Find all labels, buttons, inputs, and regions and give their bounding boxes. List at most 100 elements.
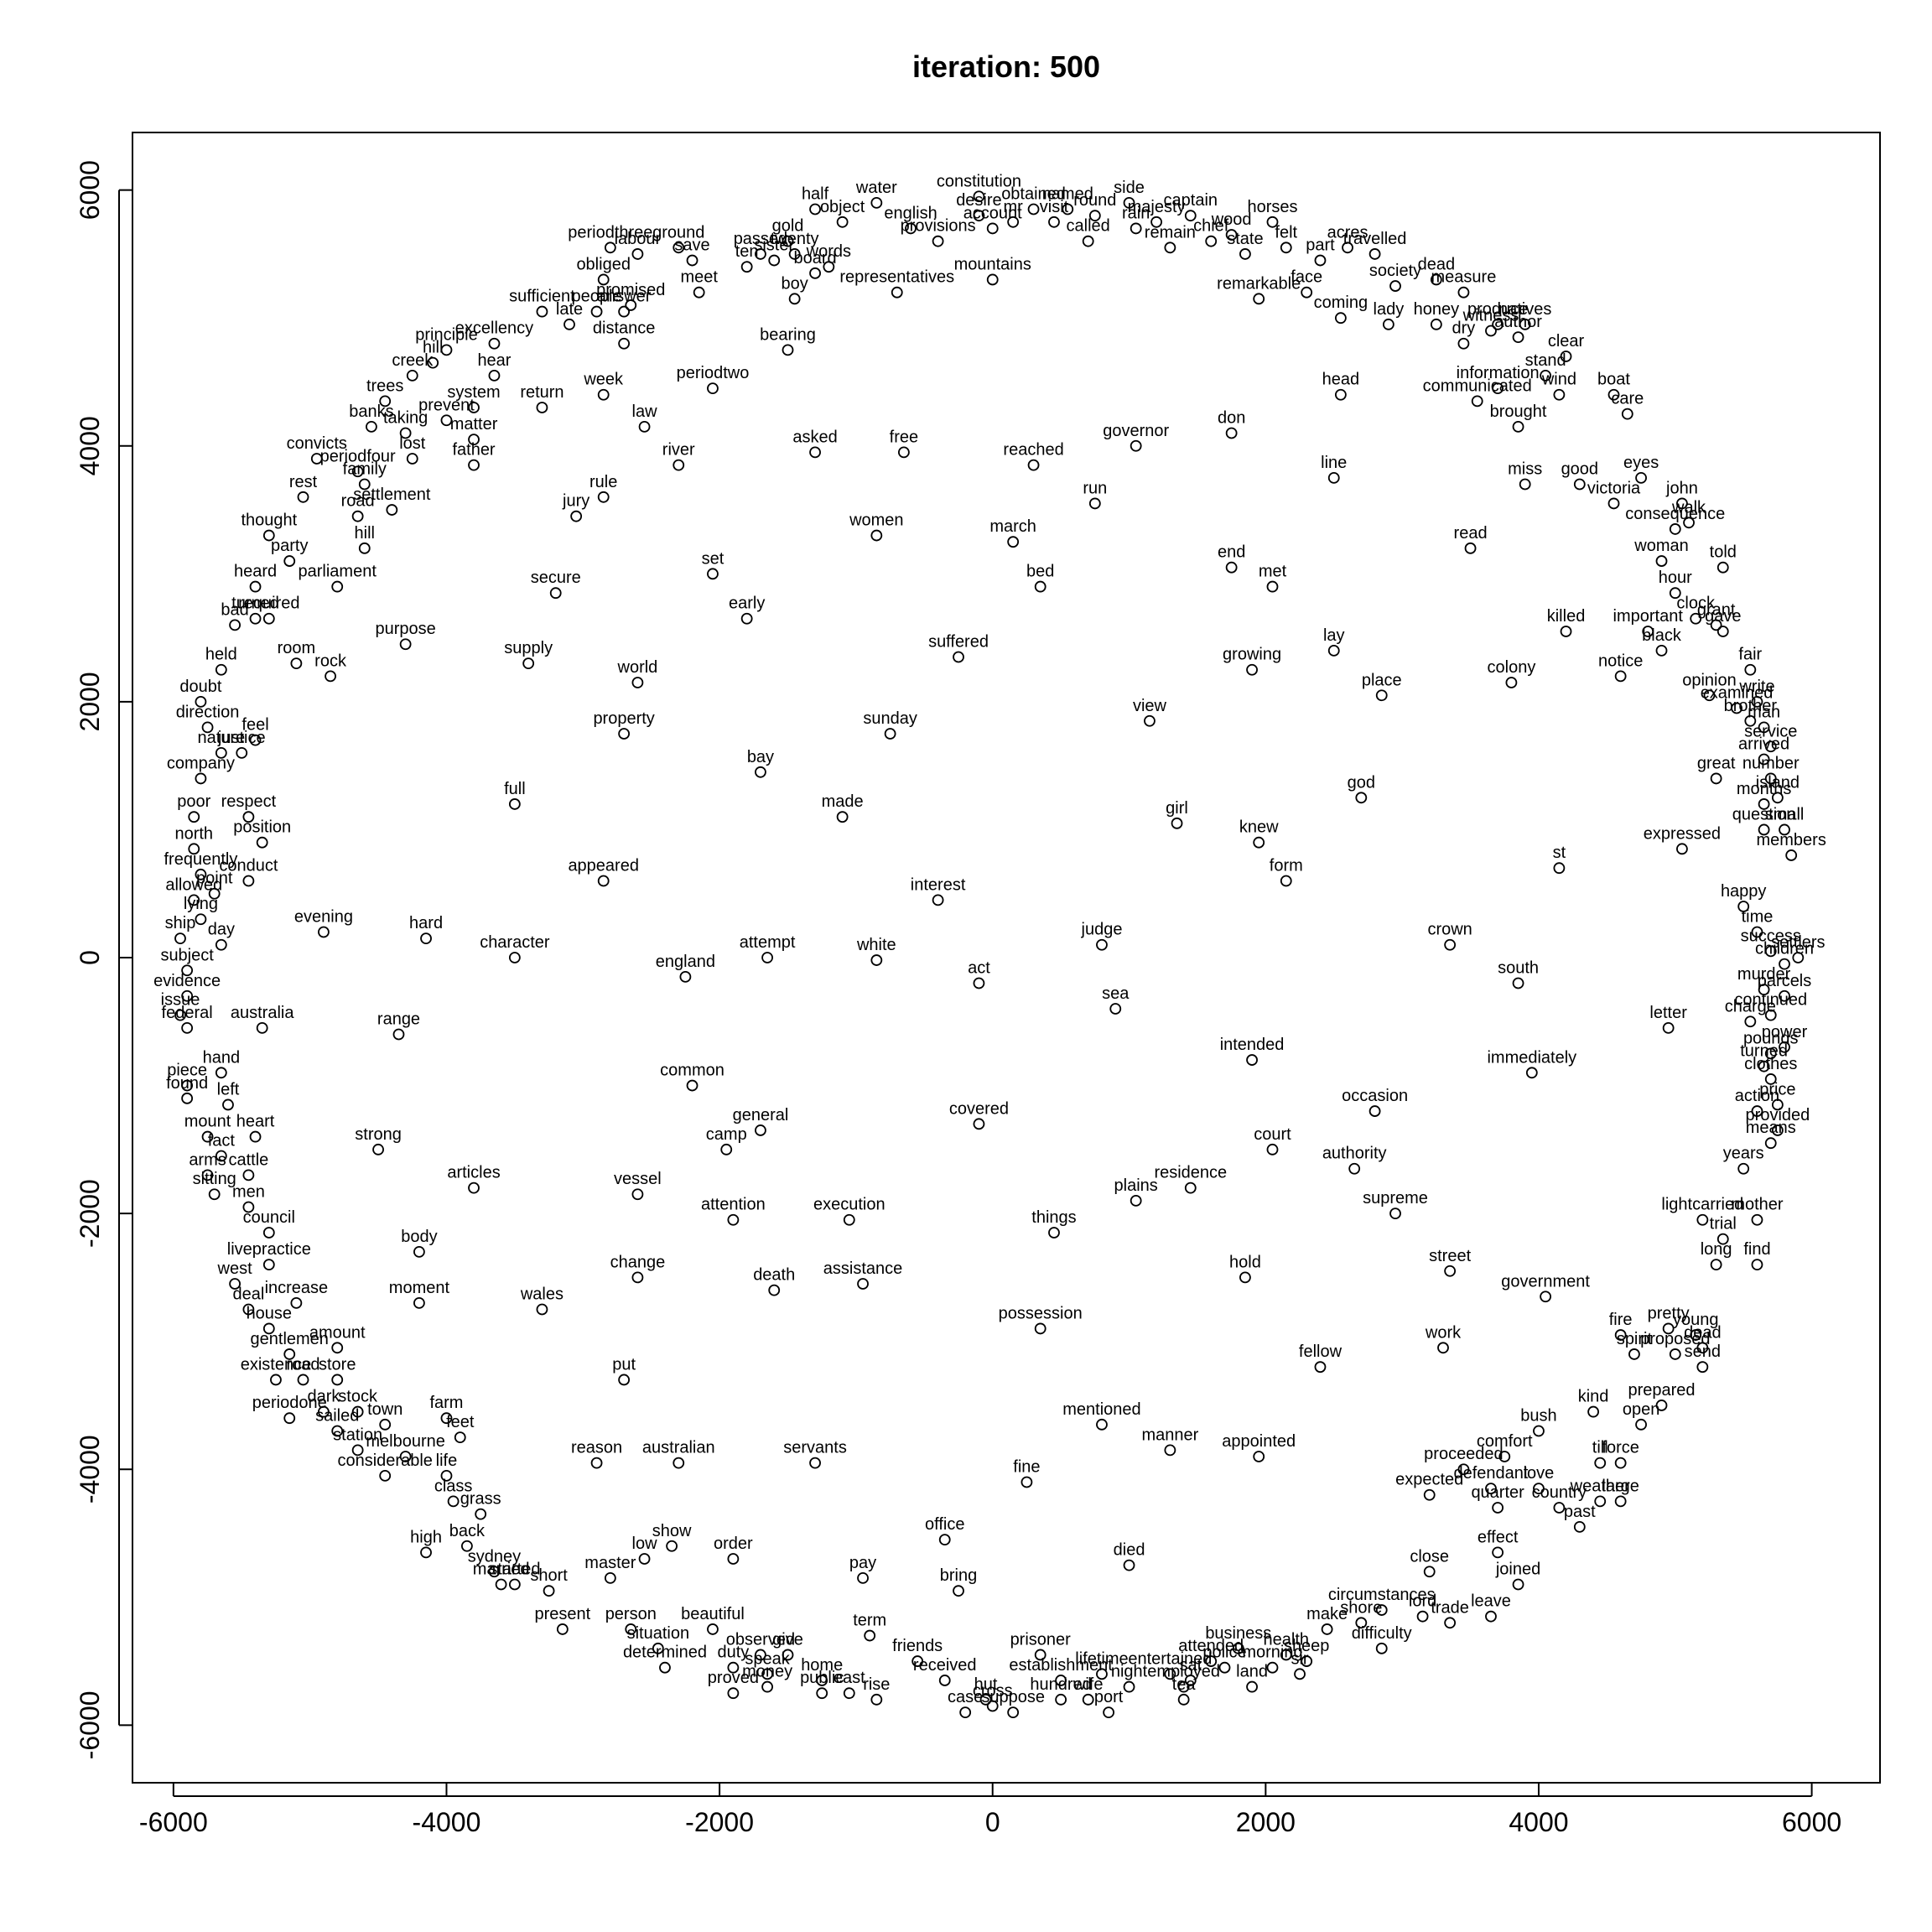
data-label: end <box>1218 543 1245 562</box>
data-point <box>1771 1124 1784 1136</box>
data-label: children <box>1755 940 1814 958</box>
data-label: stock <box>338 1388 378 1406</box>
data-label: evidence <box>153 972 221 990</box>
data-point <box>249 612 262 625</box>
data-point <box>857 1278 869 1290</box>
data-point <box>236 747 248 759</box>
data-point <box>1314 1361 1327 1374</box>
data-label: road <box>287 1355 320 1374</box>
data-label: proceeded <box>1424 1445 1504 1463</box>
data-point <box>208 887 221 900</box>
data-point <box>631 1188 644 1201</box>
data-point <box>1266 216 1279 228</box>
data-label: provisions <box>901 217 976 236</box>
data-label: police <box>1202 1644 1246 1662</box>
data-label: appeared <box>568 856 639 875</box>
data-point <box>1710 1259 1722 1271</box>
data-label: settlers <box>1771 933 1825 952</box>
data-label: remarkable <box>1217 274 1301 293</box>
data-point <box>181 989 194 1002</box>
data-label: form <box>1270 856 1303 875</box>
data-point <box>351 510 364 522</box>
data-point <box>1082 1693 1094 1706</box>
data-label: woman <box>1633 537 1688 555</box>
data-point <box>366 420 377 433</box>
data-point <box>1164 1668 1176 1680</box>
data-label: residence <box>1154 1164 1227 1182</box>
data-point <box>1368 248 1381 260</box>
data-point <box>1444 938 1457 951</box>
data-point <box>488 369 501 382</box>
data-point <box>1764 945 1777 958</box>
data-point <box>195 772 207 785</box>
data-point <box>843 1213 855 1226</box>
data-point <box>1266 580 1279 593</box>
data-label: place <box>1362 671 1402 689</box>
data-point <box>1253 836 1265 849</box>
data-point <box>809 267 821 279</box>
data-point <box>1130 222 1142 235</box>
data-point <box>413 1245 425 1258</box>
data-point <box>420 932 432 945</box>
data-point <box>652 1642 664 1654</box>
data-label: hill <box>423 339 443 357</box>
data-label: periodthree <box>568 223 652 242</box>
data-label: duty <box>717 1644 749 1662</box>
data-label: lifetime <box>1075 1649 1128 1668</box>
data-label: turned <box>1740 1042 1788 1061</box>
data-point <box>727 1553 740 1565</box>
data-point <box>836 216 849 228</box>
data-point <box>625 1623 637 1635</box>
data-point <box>1492 318 1504 330</box>
data-label: gold <box>772 217 804 236</box>
data-point <box>1389 280 1401 292</box>
data-label: bed <box>1026 563 1054 581</box>
data-label: white <box>856 936 896 954</box>
data-label: room <box>278 639 316 657</box>
data-point <box>1430 318 1442 330</box>
data-label: jury <box>562 492 589 511</box>
data-point <box>1123 1559 1135 1571</box>
data-point <box>755 1124 766 1136</box>
data-point <box>1594 1457 1607 1469</box>
data-point <box>283 555 296 567</box>
data-label: eyes <box>1623 454 1659 472</box>
data-label: fine <box>1013 1457 1040 1476</box>
data-label: circumstances <box>1328 1586 1436 1604</box>
data-label: obtained <box>1001 185 1066 204</box>
data-label: morning <box>1242 1644 1302 1662</box>
data-point <box>188 843 200 855</box>
data-point <box>331 1342 344 1354</box>
data-point <box>1696 1213 1709 1226</box>
data-label: man <box>1748 703 1780 721</box>
data-label: asked <box>792 428 837 446</box>
data-label: bring <box>940 1566 977 1585</box>
data-label: side <box>1114 179 1145 197</box>
data-label: hut <box>974 1675 998 1694</box>
data-point <box>631 677 644 688</box>
data-label: sufficient <box>509 288 575 306</box>
data-point <box>659 1661 671 1674</box>
data-label: large <box>1602 1477 1639 1495</box>
data-label: hear <box>477 351 511 370</box>
data-label: position <box>233 818 291 837</box>
data-label: captain <box>1164 191 1218 210</box>
data-label: issue <box>161 991 200 1010</box>
data-label: make <box>1306 1605 1348 1623</box>
data-point <box>1779 1041 1790 1053</box>
data-point <box>1751 1213 1763 1226</box>
data-label: ten <box>735 242 759 261</box>
data-point <box>1103 1706 1115 1718</box>
data-label: strong <box>355 1125 402 1144</box>
data-point <box>508 798 521 810</box>
data-point <box>1744 1015 1757 1028</box>
y-tick-label: -6000 <box>75 1690 105 1759</box>
data-point <box>693 286 705 299</box>
data-point <box>325 670 336 683</box>
data-point <box>331 580 344 593</box>
data-label: state <box>1227 230 1263 248</box>
data-point <box>1184 210 1197 222</box>
data-label: party <box>271 537 308 555</box>
data-label: frequently <box>164 850 237 869</box>
data-point <box>1785 849 1798 861</box>
